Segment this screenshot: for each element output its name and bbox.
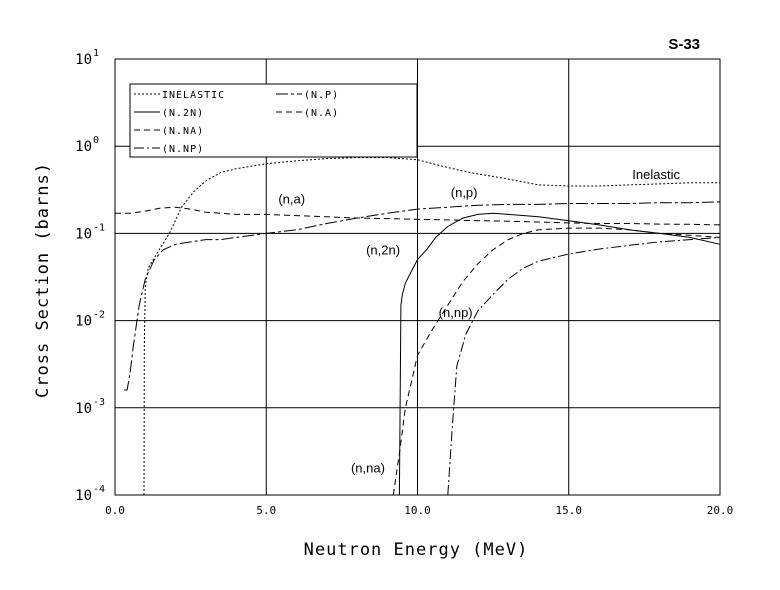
y-tick-label: 10 xyxy=(75,314,92,330)
x-axis-label: Neutron Energy (MeV) xyxy=(304,540,529,560)
y-tick-label: 10 xyxy=(75,139,92,155)
y-tick-exponent: -2 xyxy=(93,310,105,321)
y-tick-exponent: -3 xyxy=(93,397,105,408)
series-line-inelastic xyxy=(143,157,720,496)
legend-label: (N.2N) xyxy=(162,108,204,119)
x-tick-label: 15.0 xyxy=(556,504,583,517)
y-tick-label: 10 xyxy=(75,226,92,242)
curve-annotations: Inelastic (n,a) (n,p) (n,2n) (n,np) (n,na) xyxy=(278,167,680,476)
legend-label: (N.NA) xyxy=(162,126,204,137)
legend: INELASTIC (N.2N) (N.NA) (N.NP) (N.P) (N.A) xyxy=(129,83,418,158)
curve-annotation: (n,a) xyxy=(278,192,305,207)
y-axis-label: Cross Section (barns) xyxy=(33,162,53,398)
series-line-nnp xyxy=(447,236,721,496)
y-tick-exponent: 1 xyxy=(93,48,99,59)
legend-label: (N.NP) xyxy=(162,144,204,155)
y-tick-label: 10 xyxy=(75,401,92,417)
x-tick-label: 10.0 xyxy=(404,504,431,517)
y-tick-exponent: 0 xyxy=(93,135,99,146)
y-tick-label: 10 xyxy=(75,488,92,504)
y-tick-label: 10 xyxy=(75,52,92,68)
curve-annotation: Inelastic xyxy=(632,167,680,182)
curve-annotation: (n,na) xyxy=(351,461,385,476)
series-line-n2n xyxy=(398,212,721,496)
series-line-na xyxy=(115,206,721,226)
y-tick-exponent: -1 xyxy=(93,222,105,233)
plot-frame xyxy=(114,58,721,496)
y-tick-exponent: -4 xyxy=(93,484,105,495)
series-line-nna xyxy=(392,227,721,496)
chart-title: S-33 xyxy=(668,36,700,53)
x-tick-label: 0.0 xyxy=(105,504,125,517)
series-line-np xyxy=(124,201,721,391)
legend-label: (N.A) xyxy=(304,108,339,119)
x-tick-label: 5.0 xyxy=(256,504,276,517)
curve-annotation: (n,np) xyxy=(439,305,473,320)
x-tick-label: 20.0 xyxy=(707,504,734,517)
curve-annotation: (n,p) xyxy=(451,185,478,200)
legend-box xyxy=(129,83,418,158)
data-series xyxy=(115,157,721,496)
curve-annotation: (n,2n) xyxy=(366,243,400,258)
legend-label: INELASTIC xyxy=(162,90,225,101)
legend-label: (N.P) xyxy=(304,90,339,101)
